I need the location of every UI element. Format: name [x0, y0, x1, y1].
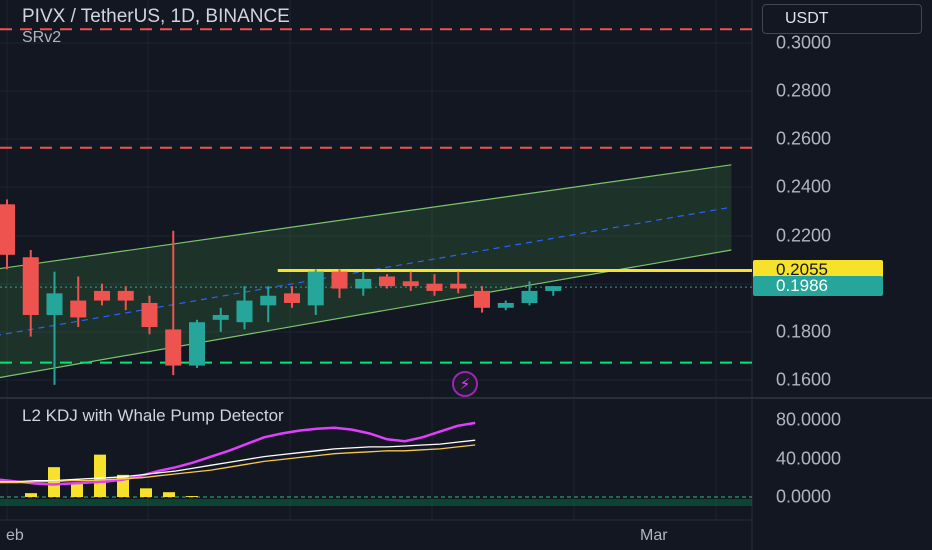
kdj-tick: 40.0000 [776, 448, 842, 469]
candle-body [165, 329, 182, 366]
candle-body [474, 290, 490, 308]
candle-body [497, 302, 514, 308]
price-tick: 0.1600 [776, 369, 832, 390]
candle-body [426, 283, 443, 291]
candle-body [94, 290, 110, 301]
kdj-d-line [0, 439, 476, 483]
price-tick: 0.2800 [776, 80, 832, 101]
whale-bar [186, 496, 198, 497]
price-tick: 0.3000 [776, 32, 832, 53]
candle-body [260, 295, 277, 306]
candle-body [46, 293, 63, 316]
candle-body [284, 293, 300, 303]
price-tick: 0.2600 [776, 128, 832, 149]
price-tick: 0.2200 [776, 225, 832, 246]
candle-body [379, 276, 395, 287]
kdj-j-line [0, 444, 476, 484]
kdj-tick: 80.0000 [776, 409, 842, 430]
candle-body [212, 315, 229, 320]
whale-bar [163, 492, 175, 497]
candle-body [236, 300, 253, 323]
price-tick: 0.2400 [776, 176, 832, 197]
whale-bar [140, 488, 152, 497]
currency-button[interactable]: USDT [762, 4, 922, 34]
candle-body [545, 286, 562, 291]
whale-bar [71, 483, 83, 497]
indicator-label[interactable]: SRv2 [22, 29, 62, 46]
kdj-panel-title[interactable]: L2 KDJ with Whale Pump Detector [22, 406, 284, 425]
whale-bar [94, 454, 106, 497]
candle-body [0, 204, 15, 255]
candle-body [22, 257, 39, 316]
time-tick: eb [6, 527, 24, 544]
kdj-tick: 0.0000 [776, 486, 832, 507]
candle-body [117, 290, 134, 301]
kdj-k-line [0, 421, 476, 486]
candle-body [450, 283, 467, 289]
channel-mid-line [0, 206, 732, 336]
candle-body [402, 281, 419, 287]
candle-body [141, 302, 158, 328]
whale-bar [25, 493, 37, 497]
channel-upper-line [0, 164, 732, 270]
time-tick: Mar [640, 527, 668, 544]
candle-body [70, 300, 87, 318]
candle-body [521, 290, 538, 303]
candle-body [189, 322, 205, 366]
symbol-title[interactable]: PIVX / TetherUS, 1D, BINANCE [22, 6, 290, 27]
resistance-price-badge: 0.2055 [753, 260, 883, 280]
kdj-zero-band [0, 499, 752, 506]
candle-body [355, 278, 372, 289]
last-price-badge: 0.1986 [753, 276, 883, 296]
candle-body [307, 271, 324, 306]
candle-body [331, 271, 348, 289]
lightning-bolt-icon[interactable]: ⚡ [452, 371, 478, 397]
price-tick: 0.1800 [776, 321, 832, 342]
